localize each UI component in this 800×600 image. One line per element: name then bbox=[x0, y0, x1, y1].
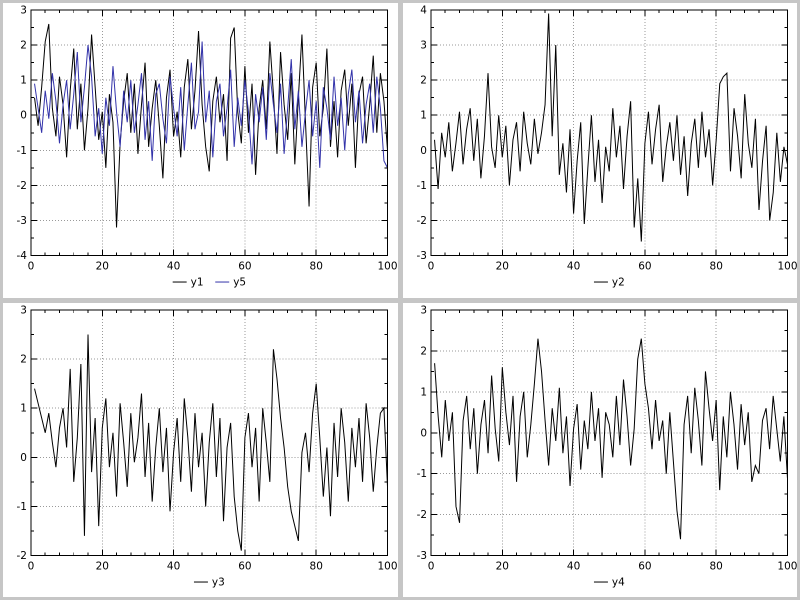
series-lines bbox=[433, 13, 788, 242]
x-tick-label: 100 bbox=[378, 261, 398, 273]
plot-border bbox=[30, 308, 389, 556]
y-tick-label: 3 bbox=[420, 40, 427, 52]
y-tick-label: -1 bbox=[416, 468, 426, 480]
grid-lines bbox=[30, 9, 389, 257]
axis-tick-labels: 0 20 40 60 80 100 -4 -3 -2 -1 0 1 2 3 bbox=[17, 4, 398, 272]
series-lines bbox=[34, 334, 389, 551]
series-lines bbox=[433, 338, 788, 539]
panel-bottom-right: 0 20 40 60 80 100 -3 -2 -1 0 1 2 3 y4 bbox=[402, 302, 797, 597]
x-tick-label: 40 bbox=[566, 261, 579, 273]
series-y4 bbox=[433, 338, 788, 539]
x-tick-label: 20 bbox=[96, 560, 109, 572]
series-lines bbox=[34, 23, 389, 228]
series-y3 bbox=[34, 334, 389, 551]
x-tick-label: 60 bbox=[238, 261, 251, 273]
y-tick-label: 3 bbox=[420, 304, 427, 316]
panel-top-left: 0 20 40 60 80 100 -4 -3 -2 -1 0 1 2 3 y1 y5 bbox=[3, 3, 398, 298]
series-y2 bbox=[433, 13, 788, 242]
y-tick-label: -1 bbox=[17, 145, 27, 157]
y-tick-label: 0 bbox=[420, 145, 427, 157]
chart-y3: 0 20 40 60 80 100 -2 -1 0 1 2 3 y3 bbox=[17, 304, 398, 588]
y-tick-label: 0 bbox=[20, 110, 27, 122]
x-tick-label: 40 bbox=[167, 261, 180, 273]
y-tick-label: 0 bbox=[420, 427, 427, 439]
legend-label-y3: y3 bbox=[212, 576, 225, 588]
plot-border bbox=[430, 308, 788, 556]
y-tick-label: 1 bbox=[420, 386, 427, 398]
y-tick-label: 2 bbox=[20, 40, 27, 52]
x-tick-label: 0 bbox=[28, 560, 35, 572]
plot-border bbox=[429, 9, 788, 257]
y-tick-label: 2 bbox=[420, 75, 427, 87]
y-tick-label: -1 bbox=[17, 500, 27, 512]
y-tick-label: -1 bbox=[416, 180, 426, 192]
chart-y4: 0 20 40 60 80 100 -3 -2 -1 0 1 2 3 y4 bbox=[416, 304, 797, 588]
y-tick-label: -2 bbox=[416, 509, 426, 521]
legend-label-y5: y5 bbox=[233, 277, 246, 289]
y-tick-label: 1 bbox=[20, 402, 27, 414]
y-tick-label: 3 bbox=[20, 4, 27, 16]
x-tick-label: 80 bbox=[310, 560, 323, 572]
series-y1 bbox=[34, 23, 389, 228]
y-tick-label: -3 bbox=[416, 250, 426, 262]
x-tick-label: 20 bbox=[495, 560, 508, 572]
x-tick-label: 40 bbox=[167, 560, 180, 572]
chart-y1-y5: 0 20 40 60 80 100 -4 -3 -2 -1 0 1 2 3 y1 y5 bbox=[17, 4, 398, 289]
x-tick-label: 0 bbox=[427, 261, 434, 273]
x-tick-label: 100 bbox=[777, 261, 797, 273]
x-tick-label: 0 bbox=[427, 560, 434, 572]
chart-y2: 0 20 40 60 80 100 -3 -2 -1 0 1 2 3 4 y2 bbox=[416, 4, 797, 289]
legend: y4 bbox=[593, 576, 625, 588]
x-tick-label: 100 bbox=[378, 560, 398, 572]
axis-tick-labels: 0 20 40 60 80 100 -2 -1 0 1 2 3 bbox=[17, 304, 398, 572]
y-tick-label: 1 bbox=[20, 75, 27, 87]
legend-label-y1: y1 bbox=[191, 277, 204, 289]
y-tick-label: -3 bbox=[416, 550, 426, 562]
x-tick-label: 100 bbox=[777, 560, 797, 572]
y-tick-label: 3 bbox=[20, 304, 27, 316]
plot-border bbox=[30, 9, 389, 257]
y-tick-label: -2 bbox=[17, 550, 27, 562]
y-tick-label: 2 bbox=[420, 345, 427, 357]
axis-tick-labels: 0 20 40 60 80 100 -3 -2 -1 0 1 2 3 bbox=[416, 304, 797, 572]
x-tick-label: 60 bbox=[638, 261, 651, 273]
grid-lines bbox=[430, 308, 788, 556]
y-tick-label: -3 bbox=[17, 215, 27, 227]
y-tick-label: 0 bbox=[20, 451, 27, 463]
legend: y2 bbox=[593, 277, 624, 289]
y-tick-label: 4 bbox=[420, 4, 427, 16]
legend-label-y2: y2 bbox=[611, 277, 624, 289]
series-y5 bbox=[34, 41, 388, 169]
x-tick-label: 80 bbox=[709, 261, 722, 273]
y-tick-label: -4 bbox=[17, 250, 28, 262]
panel-top-right: 0 20 40 60 80 100 -3 -2 -1 0 1 2 3 4 y2 bbox=[402, 3, 797, 298]
axis-tick-labels: 0 20 40 60 80 100 -3 -2 -1 0 1 2 3 4 bbox=[416, 4, 797, 272]
panel-bottom-left: 0 20 40 60 80 100 -2 -1 0 1 2 3 y3 bbox=[3, 302, 398, 597]
x-tick-label: 60 bbox=[238, 560, 251, 572]
x-tick-label: 0 bbox=[28, 261, 35, 273]
tick-marks bbox=[30, 9, 389, 257]
x-tick-label: 20 bbox=[96, 261, 109, 273]
x-tick-label: 40 bbox=[566, 560, 579, 572]
y-tick-label: 1 bbox=[420, 110, 427, 122]
y-tick-label: -2 bbox=[416, 215, 426, 227]
y-tick-label: 2 bbox=[20, 353, 27, 365]
y-tick-label: -2 bbox=[17, 180, 27, 192]
x-tick-label: 80 bbox=[310, 261, 323, 273]
x-tick-label: 80 bbox=[709, 560, 722, 572]
legend: y3 bbox=[193, 576, 225, 588]
x-tick-label: 60 bbox=[638, 560, 651, 572]
legend: y1 y5 bbox=[172, 277, 246, 289]
legend-label-y4: y4 bbox=[611, 576, 624, 588]
x-tick-label: 20 bbox=[495, 261, 508, 273]
